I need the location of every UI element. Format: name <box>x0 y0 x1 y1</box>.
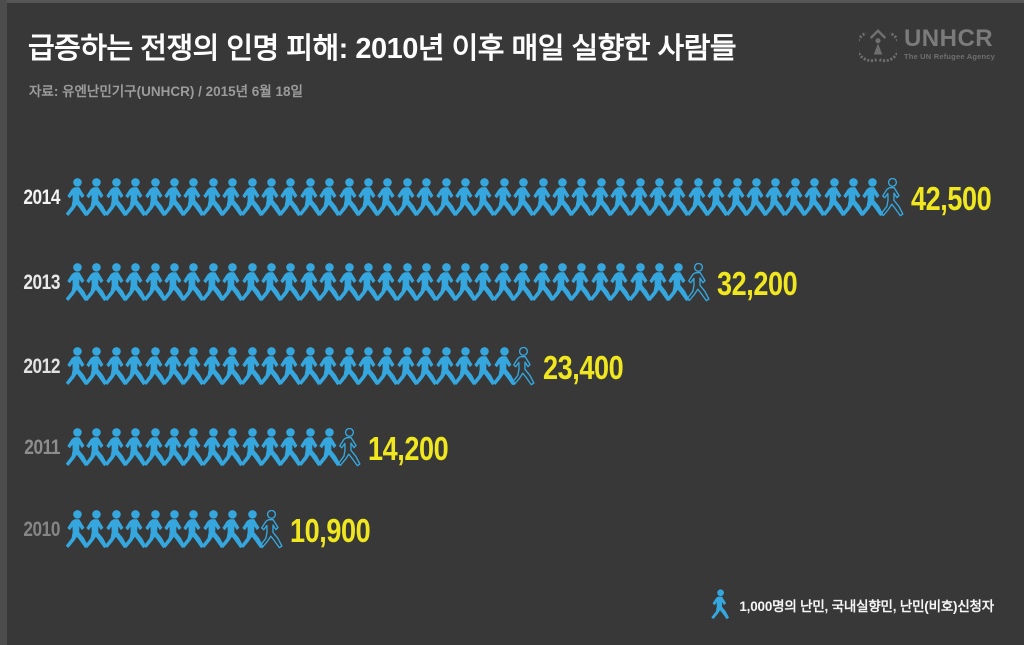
walking-person-icon <box>711 589 730 620</box>
year-label: 2011 <box>24 436 61 459</box>
year-label: 2014 <box>23 186 60 209</box>
walking-person-outline-icon <box>259 510 283 549</box>
pictogram-row-2014: 2014 42,500 <box>0 178 1024 218</box>
walking-person-outline-icon <box>337 428 361 467</box>
value-label: 14,200 <box>368 430 449 467</box>
unhcr-logo: UNHCR The UN Refugee Agency <box>858 25 995 63</box>
year-label: 2012 <box>23 355 60 378</box>
unhcr-logo-tagline: The UN Refugee Agency <box>903 52 995 62</box>
page-title: 급증하는 전쟁의 인명 피해: 2010년 이후 매일 실향한 사람들 <box>28 33 737 65</box>
pictogram-row-2012: 2012 23,400 <box>0 347 1024 387</box>
value-label: 42,500 <box>911 180 992 217</box>
unhcr-logo-text: UNHCR The UN Refugee Agency <box>904 27 995 61</box>
top-edge-highlight <box>0 0 1024 3</box>
walking-person-outline-icon <box>511 347 535 386</box>
unhcr-logo-name: UNHCR <box>903 25 994 53</box>
value-label: 32,200 <box>717 265 798 302</box>
walking-person-outline-icon <box>686 263 710 302</box>
value-label: 23,400 <box>542 349 624 386</box>
value-label: 10,900 <box>290 512 371 549</box>
source-line: 자료: 유엔난민기구(UNHCR) / 2015년 6월 18일 <box>29 84 303 99</box>
year-label: 2013 <box>23 271 60 294</box>
unhcr-wreath-emblem-icon <box>858 29 897 63</box>
chart-legend: 1,000명의 난민, 국내실향민, 난민(비호)신청자 <box>710 589 994 621</box>
legend-label: 1,000명의 난민, 국내실향민, 난민(비호)신청자 <box>739 599 994 614</box>
walking-person-outline-icon <box>880 178 904 217</box>
pictogram-row-2011: 2011 14,200 <box>0 428 1024 468</box>
pictogram-row-2013: 2013 32,200 <box>0 263 1024 303</box>
year-label: 2010 <box>23 518 60 541</box>
pictogram-row-2010: 2010 10,900 <box>0 510 1024 550</box>
left-edge-highlight <box>0 0 7 645</box>
